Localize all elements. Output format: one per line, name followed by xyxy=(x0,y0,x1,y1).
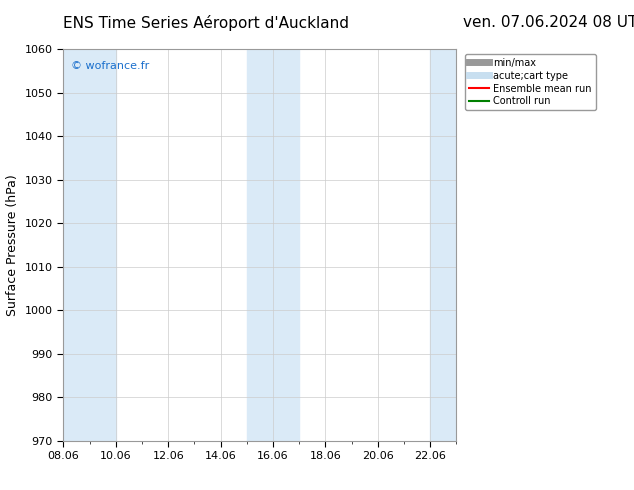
Text: © wofrance.fr: © wofrance.fr xyxy=(71,61,150,71)
Bar xyxy=(247,49,299,441)
Text: ENS Time Series Aéroport d'Auckland: ENS Time Series Aéroport d'Auckland xyxy=(63,15,349,31)
Bar xyxy=(63,49,116,441)
Text: ven. 07.06.2024 08 UTC: ven. 07.06.2024 08 UTC xyxy=(463,15,634,30)
Bar xyxy=(430,49,456,441)
Y-axis label: Surface Pressure (hPa): Surface Pressure (hPa) xyxy=(6,174,19,316)
Legend: min/max, acute;cart type, Ensemble mean run, Controll run: min/max, acute;cart type, Ensemble mean … xyxy=(465,54,596,110)
